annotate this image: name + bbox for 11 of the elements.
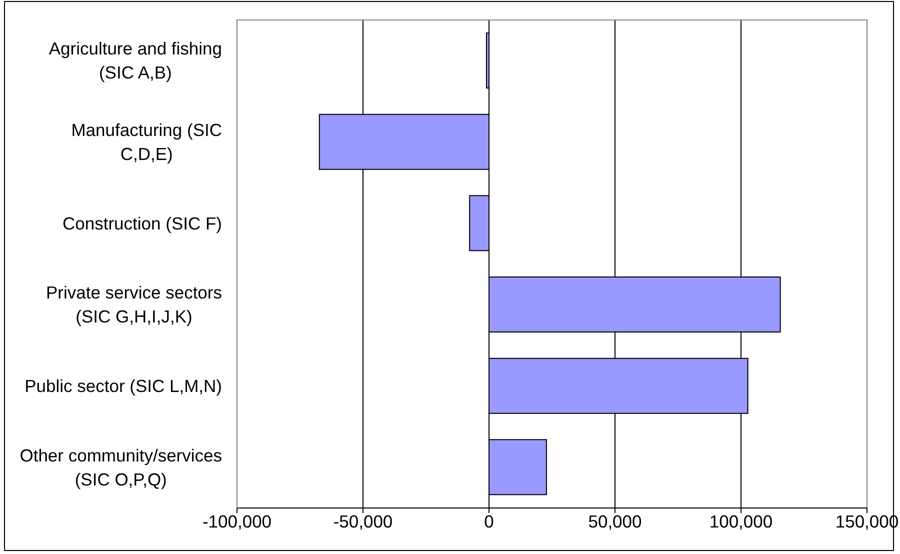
y-tick-label: Private service sectors (SIC G,H,I,J,K) xyxy=(46,282,222,327)
x-tick-label: 100,000 xyxy=(709,511,773,532)
y-tick-label: Public sector (SIC L,M,N) xyxy=(24,376,222,396)
x-tick-label: -50,000 xyxy=(333,511,393,532)
x-tick-label: 0 xyxy=(484,511,494,532)
x-tick-label: 50,000 xyxy=(588,511,642,532)
y-tick-label: Construction (SIC F) xyxy=(62,213,222,234)
y-tick-label: Other community/services (SIC O,P,Q) xyxy=(20,445,222,490)
y-tick-label: Manufacturing (SIC C,D,E) xyxy=(71,120,222,164)
x-tick-label: -100,000 xyxy=(202,511,272,532)
y-tick-label: Agriculture and fishing (SIC A,B) xyxy=(48,38,222,83)
